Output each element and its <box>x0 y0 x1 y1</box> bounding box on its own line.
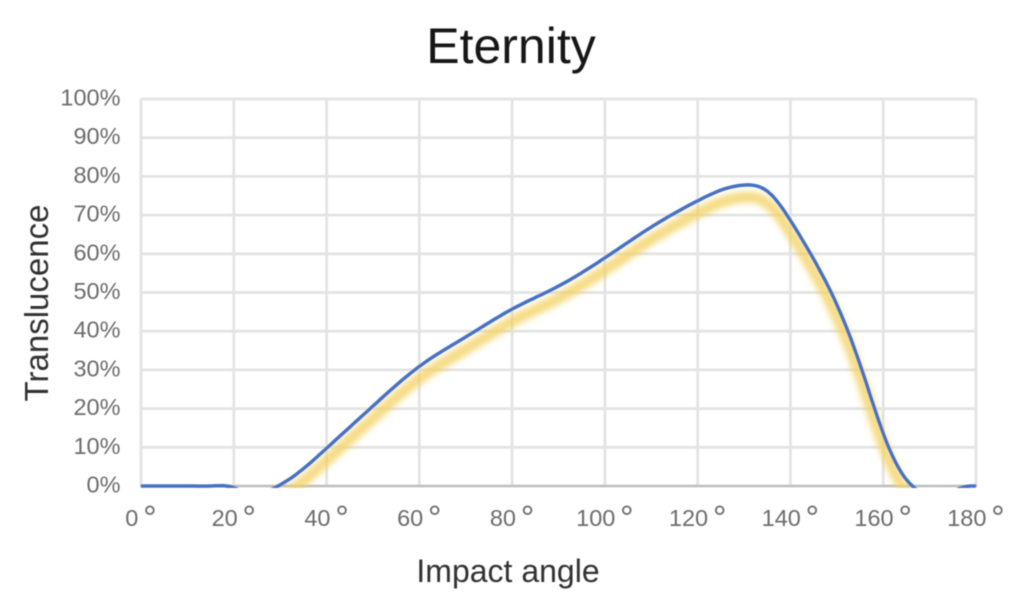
svg-text:0 °: 0 ° <box>125 500 156 538</box>
svg-text:160 °: 160 ° <box>854 500 912 538</box>
svg-text:0%: 0% <box>87 472 121 498</box>
svg-text:Impact angle: Impact angle <box>416 553 599 589</box>
svg-text:90%: 90% <box>73 123 120 149</box>
svg-text:20%: 20% <box>73 394 120 420</box>
svg-text:60%: 60% <box>73 239 120 265</box>
svg-text:50%: 50% <box>73 278 120 304</box>
svg-text:100%: 100% <box>60 85 120 111</box>
svg-text:20 °: 20 ° <box>212 500 256 538</box>
svg-text:80 °: 80 ° <box>490 500 534 538</box>
svg-text:40%: 40% <box>73 317 120 343</box>
svg-text:Eternity: Eternity <box>426 18 596 74</box>
svg-text:140 °: 140 ° <box>762 500 820 538</box>
svg-text:70%: 70% <box>73 201 120 227</box>
svg-text:180 °: 180 ° <box>947 500 1005 538</box>
svg-text:120 °: 120 ° <box>669 500 727 538</box>
svg-text:60 °: 60 ° <box>397 500 441 538</box>
svg-text:30%: 30% <box>73 355 120 381</box>
svg-text:40 °: 40 ° <box>304 500 348 538</box>
svg-text:10%: 10% <box>73 433 120 459</box>
svg-text:100 °: 100 ° <box>576 500 634 538</box>
svg-text:Translucence: Translucence <box>18 205 55 402</box>
svg-text:80%: 80% <box>73 162 120 188</box>
